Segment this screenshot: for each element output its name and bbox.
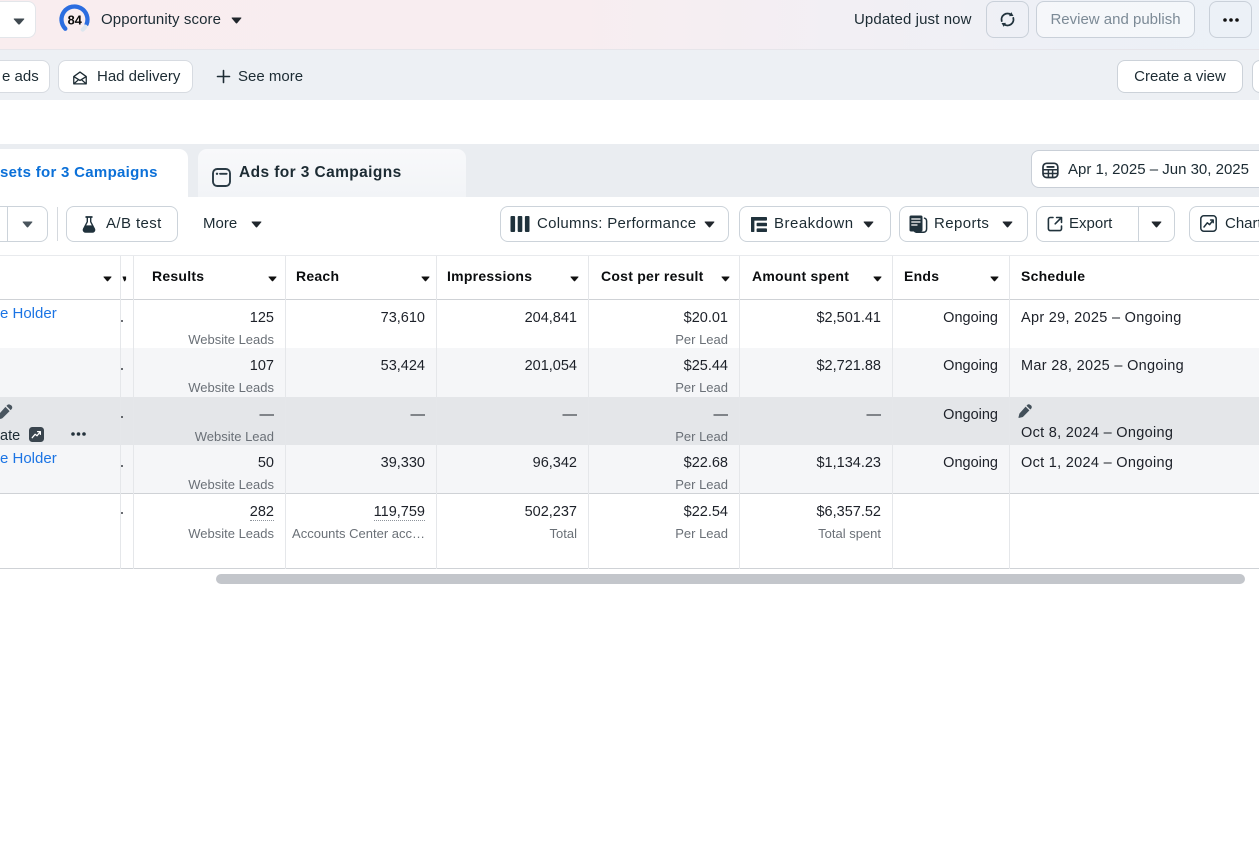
svg-text:84: 84 (68, 12, 83, 27)
